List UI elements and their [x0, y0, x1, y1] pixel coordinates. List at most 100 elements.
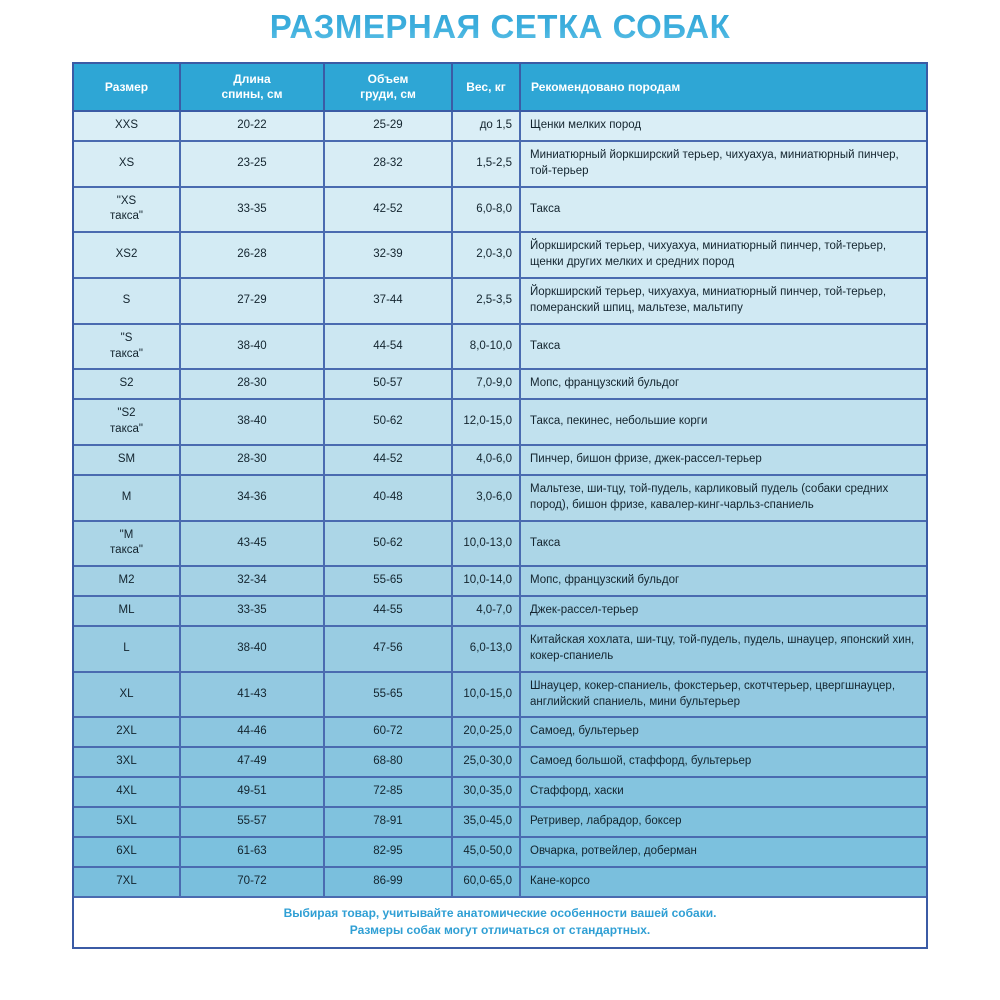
column-header-chest-girth-line2: груди, см: [360, 87, 416, 101]
cell-chest-girth: 50-62: [324, 520, 453, 568]
table-footer: Выбирая товар, учитывайте анатомические …: [74, 895, 926, 948]
cell-breeds: Кане-корсо: [520, 866, 926, 898]
cell-chest-girth: 50-62: [324, 399, 453, 447]
cell-breeds: Овчарка, ротвейлер, доберман: [520, 836, 926, 868]
cell-chest-girth: 32-39: [324, 232, 453, 280]
cell-breeds: Такса: [520, 186, 926, 234]
cell-weight: 35,0-45,0: [452, 807, 521, 838]
cell-back-length: 28-30: [180, 369, 325, 401]
table-row: XS2 26-28 32-39 2,0-3,0 Йоркширский терьер, …: [74, 232, 926, 280]
cell-back-length: 38-40: [180, 399, 325, 447]
table-row: S2 28-30 50-57 7,0-9,0 Мопс, французский бул…: [74, 369, 926, 401]
cell-chest-girth: 82-95: [324, 836, 453, 868]
cell-weight: 20,0-25,0: [452, 717, 521, 749]
table-row: XXS 20-22 25-29 до 1,5 Щенки мелких пород: [74, 111, 926, 142]
cell-weight: 10,0-15,0: [452, 671, 521, 719]
cell-size: S: [74, 278, 181, 325]
cell-chest-girth: 55-65: [324, 566, 453, 598]
cell-breeds: Самоед, бультерьер: [520, 717, 926, 749]
footer-note: Выбирая товар, учитывайте анатомические …: [74, 895, 926, 948]
size-chart-table-container: Размер Длина спины, см Объем груди, см В…: [72, 62, 928, 950]
cell-chest-girth: 55-65: [324, 671, 453, 719]
cell-back-length: 38-40: [180, 626, 325, 673]
cell-size: ML: [74, 596, 181, 628]
table-header: Размер Длина спины, см Объем груди, см В…: [74, 64, 926, 112]
cell-weight: 30,0-35,0: [452, 777, 521, 809]
cell-chest-girth: 72-85: [324, 777, 453, 809]
table-footer-row: Выбирая товар, учитывайте анатомические …: [74, 895, 926, 948]
cell-breeds: Такса: [520, 323, 926, 371]
cell-size: 2XL: [74, 717, 181, 749]
cell-size: "S2 такса": [74, 399, 181, 447]
cell-size: 7XL: [74, 866, 181, 898]
cell-breeds: Такса: [520, 520, 926, 568]
cell-chest-girth: 28-32: [324, 140, 453, 188]
footer-note-line2: Размеры собак могут отличаться от станда…: [349, 923, 651, 938]
cell-back-length: 47-49: [180, 747, 325, 779]
cell-weight: 3,0-6,0: [452, 474, 521, 522]
cell-back-length: 23-25: [180, 140, 325, 188]
cell-breeds: Йоркширский терьер, чихуахуа, миниатюрны…: [520, 278, 926, 325]
table-row: 7XL 70-72 86-99 60,0-65,0 Кане-корсо: [74, 866, 926, 898]
cell-weight: 8,0-10,0: [452, 323, 521, 371]
cell-size: "S такса": [74, 323, 181, 371]
table-row: "S такса" 38-40 44-54 8,0-10,0 Такса: [74, 323, 926, 371]
table-row: M2 32-34 55-65 10,0-14,0 Мопс, французский б…: [74, 566, 926, 598]
cell-size: 5XL: [74, 807, 181, 838]
cell-size: XS2: [74, 232, 181, 280]
cell-breeds: Миниатюрный йоркширский терьер, чихуахуа…: [520, 140, 926, 188]
table-row: "S2 такса" 38-40 50-62 12,0-15,0 Такса, пеки…: [74, 399, 926, 447]
table-row: "XS такса" 33-35 42-52 6,0-8,0 Такса: [74, 186, 926, 234]
column-header-breeds: Рекомендовано породам: [520, 64, 926, 112]
cell-back-length: 41-43: [180, 671, 325, 719]
cell-back-length: 33-35: [180, 186, 325, 234]
cell-back-length: 28-30: [180, 445, 325, 476]
column-header-weight: Вес, кг: [452, 64, 521, 112]
table-row: M 34-36 40-48 3,0-6,0 Мальтезе, ши-тцу, той-…: [74, 474, 926, 522]
table-row: XS 23-25 28-32 1,5-2,5 Миниатюрный йоркширск…: [74, 140, 926, 188]
cell-chest-girth: 68-80: [324, 747, 453, 779]
column-header-chest-girth-line1: Объем: [367, 72, 409, 86]
cell-back-length: 55-57: [180, 807, 325, 838]
column-header-back-length-line2: спины, см: [221, 87, 283, 101]
cell-weight: 12,0-15,0: [452, 399, 521, 447]
cell-size: M: [74, 474, 181, 522]
table-body: XXS 20-22 25-29 до 1,5 Щенки мелких пород XS 2…: [74, 111, 926, 898]
cell-weight: 25,0-30,0: [452, 747, 521, 779]
column-header-chest-girth: Объем груди, см: [324, 64, 453, 112]
cell-back-length: 20-22: [180, 111, 325, 142]
cell-breeds: Йоркширский терьер, чихуахуа, миниатюрны…: [520, 232, 926, 280]
cell-weight: 10,0-13,0: [452, 520, 521, 568]
cell-weight: 6,0-13,0: [452, 626, 521, 673]
cell-chest-girth: 86-99: [324, 866, 453, 898]
cell-back-length: 27-29: [180, 278, 325, 325]
cell-weight: 10,0-14,0: [452, 566, 521, 598]
cell-breeds: Мальтезе, ши-тцу, той-пудель, карликовый…: [520, 474, 926, 522]
table-row: 5XL 55-57 78-91 35,0-45,0 Ретривер, лабрадор…: [74, 807, 926, 838]
column-header-back-length-line1: Длина: [233, 72, 271, 86]
cell-weight: 4,0-6,0: [452, 445, 521, 476]
table-row: 2XL 44-46 60-72 20,0-25,0 Самоед, бультерьер: [74, 717, 926, 749]
cell-size: L: [74, 626, 181, 673]
table-header-row: Размер Длина спины, см Объем груди, см В…: [74, 64, 926, 112]
table-row: 3XL 47-49 68-80 25,0-30,0 Самоед большой, ст…: [74, 747, 926, 779]
table-row: 6XL 61-63 82-95 45,0-50,0 Овчарка, ротвейлер…: [74, 836, 926, 868]
table-row: XL 41-43 55-65 10,0-15,0 Шнауцер, кокер-спан…: [74, 671, 926, 719]
cell-breeds: Пинчер, бишон фризе, джек-рассел-терьер: [520, 445, 926, 476]
cell-chest-girth: 42-52: [324, 186, 453, 234]
cell-back-length: 26-28: [180, 232, 325, 280]
size-chart-table: Размер Длина спины, см Объем груди, см В…: [74, 64, 926, 948]
cell-back-length: 38-40: [180, 323, 325, 371]
cell-size: XS: [74, 140, 181, 188]
cell-chest-girth: 25-29: [324, 111, 453, 142]
cell-chest-girth: 40-48: [324, 474, 453, 522]
cell-back-length: 32-34: [180, 566, 325, 598]
cell-breeds: Шнауцер, кокер-спаниель, фокстерьер, ско…: [520, 671, 926, 719]
cell-weight: 1,5-2,5: [452, 140, 521, 188]
cell-breeds: Китайская хохлата, ши-тцу, той-пудель, п…: [520, 626, 926, 673]
cell-weight: 6,0-8,0: [452, 186, 521, 234]
cell-chest-girth: 37-44: [324, 278, 453, 325]
cell-breeds: Мопс, французский бульдог: [520, 369, 926, 401]
cell-breeds: Стаффорд, хаски: [520, 777, 926, 809]
